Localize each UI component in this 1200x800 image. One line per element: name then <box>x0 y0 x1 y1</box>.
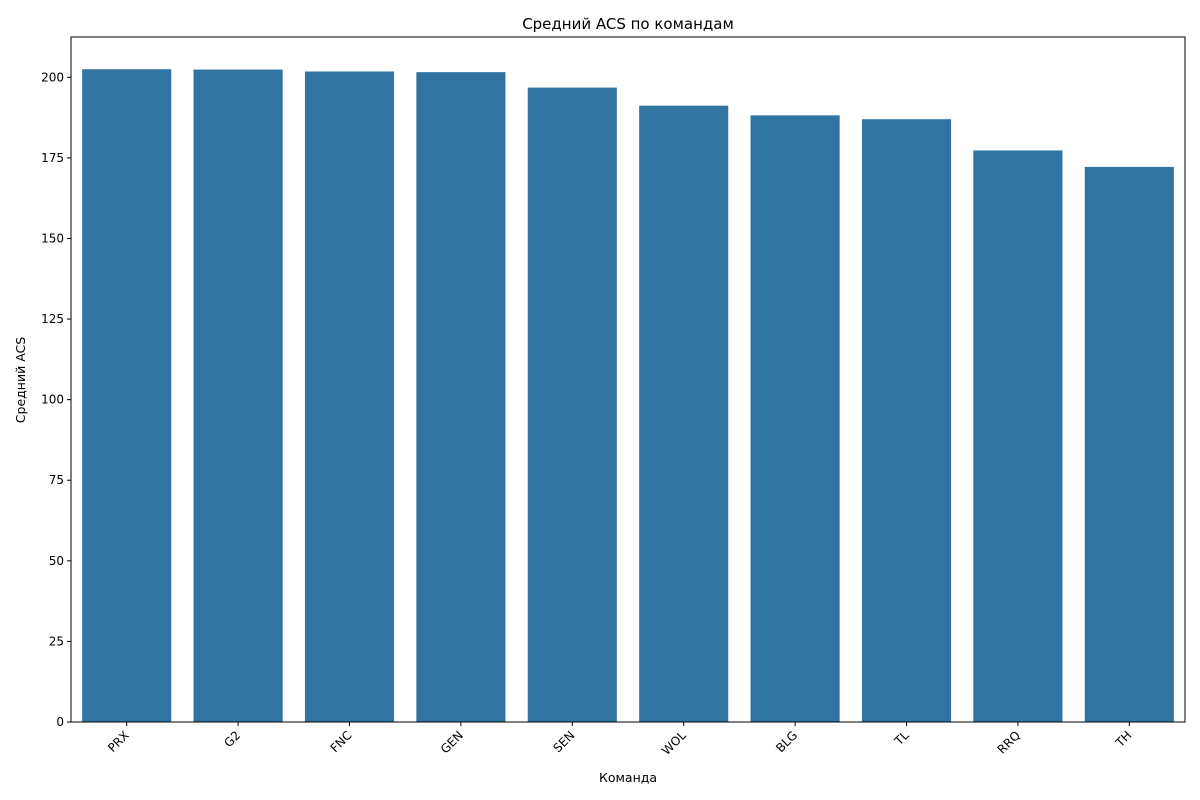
chart-title: Средний ACS по командам <box>522 15 734 33</box>
y-tick-label: 0 <box>56 715 64 729</box>
bar-prx <box>82 69 172 722</box>
bar-th <box>1084 166 1174 723</box>
bar-sen <box>527 87 617 722</box>
bar-tl <box>861 119 952 722</box>
y-tick-label: 25 <box>49 634 64 648</box>
plot-frame <box>70 36 1186 723</box>
bar-wol <box>639 105 729 722</box>
y-tick-label: 200 <box>41 70 64 84</box>
y-axis-label: Средний ACS <box>13 337 28 423</box>
bar-fnc <box>304 71 395 723</box>
y-tick-label: 75 <box>49 473 64 487</box>
bar-rrq <box>973 150 1063 722</box>
bars-group <box>82 69 1174 723</box>
y-axis: 0 25 50 75 100 125 150 175 200 <box>41 70 71 729</box>
bar-g2 <box>193 69 283 723</box>
bar-blg <box>750 115 840 722</box>
bar-gen <box>416 72 506 722</box>
y-tick-label: 150 <box>41 231 64 245</box>
y-tick-label: 125 <box>41 312 64 326</box>
y-tick-label: 100 <box>41 393 64 407</box>
y-tick-label: 175 <box>41 151 64 165</box>
x-axis-label: Команда <box>599 770 657 785</box>
y-tick-label: 50 <box>49 554 64 568</box>
